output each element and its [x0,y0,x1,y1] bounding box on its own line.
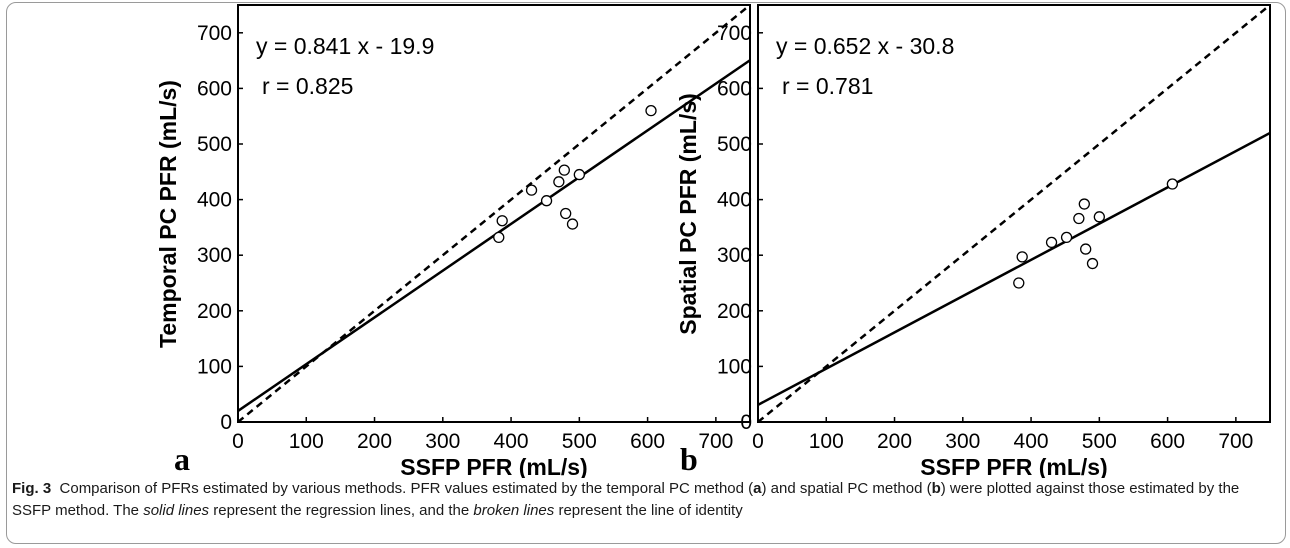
data-point [1045,236,1058,249]
regression-equation: y = 0.841 x - 19.9 [256,33,434,59]
x-tick-label: 100 [809,430,844,453]
data-point [525,184,538,196]
data-point [553,176,565,188]
y-tick-label: 400 [717,189,752,212]
y-tick-label: 600 [197,77,232,100]
x-tick-label: 400 [494,430,529,453]
data-point [496,215,508,227]
data-point [1166,178,1179,190]
data-point [540,195,553,207]
y-tick-label: 700 [717,22,752,45]
data-point [1078,198,1090,210]
y-tick-label: 500 [197,133,232,156]
y-tick-label: 100 [197,355,232,378]
y-tick-label: 0 [740,411,752,434]
x-tick-label: 300 [945,430,980,453]
x-tick-label: 400 [1014,430,1049,453]
x-axis-label: SSFP PFR (mL/s) [920,454,1107,478]
x-tick-label: 100 [289,430,324,453]
caption-text: ) and spatial PC method ( [761,480,932,497]
y-axis-label: Temporal PC PFR (mL/s) [155,80,181,348]
x-tick-label: 600 [1150,430,1185,453]
y-tick-label: 400 [197,189,232,212]
panel-b: y = 0.652 x - 30.8 r = 0.781 SSFP PFR (m… [675,4,1271,478]
data-point [493,231,505,244]
y-tick-label: 600 [717,77,752,100]
correlation-label: r = 0.781 [782,73,873,99]
y-tick-label: 300 [197,244,232,267]
figure-charts: y = 0.841 x - 19.9 r = 0.825 SSFP PFR (m… [155,4,1271,478]
y-tick-label: 300 [717,244,752,267]
regression-equation: y = 0.652 x - 30.8 [776,33,954,59]
caption-text: represent the line of identity [554,502,743,519]
panel-label: a [174,441,190,477]
data-point [558,164,570,176]
x-axis-label: SSFP PFR (mL/s) [400,454,587,478]
figure-caption: Fig. 3 Comparison of PFRs estimated by v… [12,478,1282,522]
data-point [1086,257,1099,270]
data-point [1013,277,1025,289]
identity-line [758,5,1270,422]
data-point [645,104,657,117]
data-point [1016,251,1028,263]
data-point [566,218,579,230]
caption-solid-lines: solid lines [143,502,210,519]
x-tick-label: 700 [1218,430,1253,453]
data-point [1060,231,1073,244]
x-tick-label: 0 [232,430,244,453]
y-tick-label: 200 [197,300,232,323]
data-point [573,168,585,181]
x-tick-label: 200 [877,430,912,453]
panel-label: b [680,441,698,477]
y-tick-label: 500 [717,133,752,156]
data-point [560,207,572,220]
plot-frame [757,4,1271,423]
x-tick-label: 700 [698,430,733,453]
y-axis-label: Spatial PC PFR (mL/s) [675,93,701,335]
caption-label: Fig. 3 [12,480,52,497]
panel-a: y = 0.841 x - 19.9 r = 0.825 SSFP PFR (m… [155,4,751,478]
y-tick-label: 200 [717,300,752,323]
x-tick-label: 0 [752,430,764,453]
caption-text: represent the regression lines, and the [209,502,474,519]
regression-line [758,131,1270,406]
figure-frame [6,2,1286,544]
y-tick-label: 0 [220,411,232,434]
data-point [1080,243,1092,255]
caption-text: ) were plotted against those estimated b… [12,480,1240,519]
caption-text: Comparison of PFRs estimated by various … [59,480,754,497]
y-tick-label: 100 [717,355,752,378]
x-tick-label: 600 [630,430,665,453]
data-point [1073,212,1085,225]
x-tick-label: 500 [1082,430,1117,453]
caption-broken-lines: broken lines [473,502,555,519]
correlation-label: r = 0.825 [262,73,353,99]
x-tick-label: 300 [425,430,460,453]
x-tick-label: 200 [357,430,392,453]
caption-panel-a-ref: a [753,480,762,497]
plot-frame [237,4,751,423]
caption-panel-b-ref: b [931,480,941,497]
data-point [1093,211,1105,223]
y-tick-label: 700 [197,22,232,45]
x-tick-label: 500 [562,430,597,453]
